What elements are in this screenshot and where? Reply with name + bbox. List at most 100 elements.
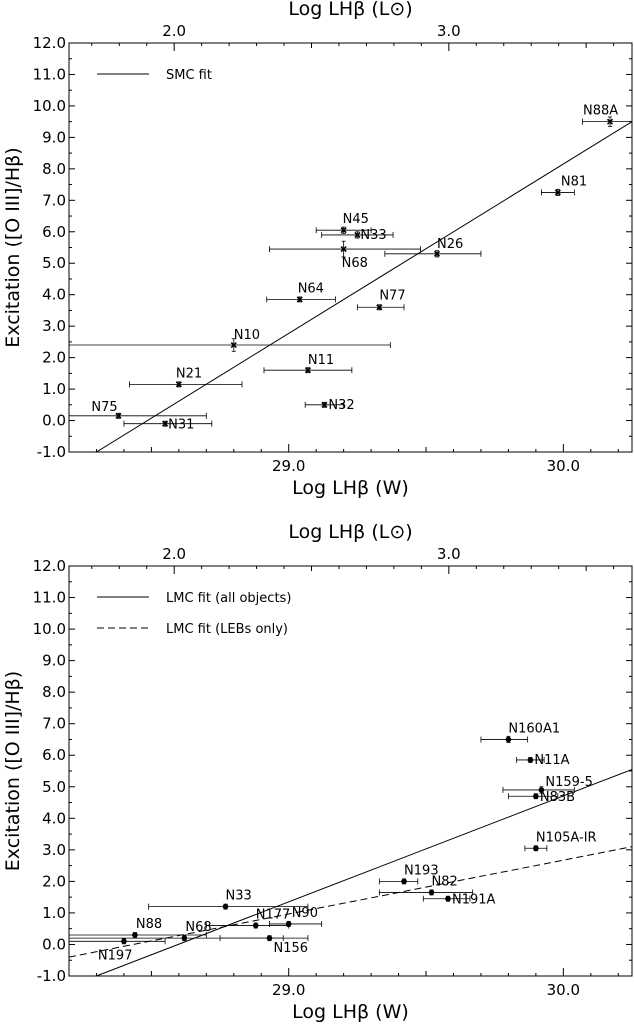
data-label: N32 bbox=[328, 398, 354, 413]
y-tick-label: 10.0 bbox=[33, 97, 66, 115]
data-point bbox=[304, 367, 311, 374]
data-point bbox=[321, 401, 328, 408]
y-tick-label: 8.0 bbox=[42, 683, 66, 701]
data-point-group bbox=[205, 922, 290, 929]
data-point bbox=[606, 118, 614, 125]
data-point-group bbox=[315, 226, 372, 234]
data-point-group bbox=[524, 845, 548, 852]
y-tick-label: 12.0 bbox=[33, 34, 66, 52]
data-label: N81 bbox=[561, 174, 587, 189]
y-tick-label: 9.0 bbox=[42, 652, 66, 670]
data-point bbox=[433, 250, 441, 257]
data-point-group bbox=[129, 381, 243, 388]
data-label: N68 bbox=[342, 256, 368, 271]
plot-frame bbox=[68, 565, 633, 977]
y-tick-label: 4.0 bbox=[42, 286, 66, 304]
data-label: N160A1 bbox=[508, 721, 560, 736]
x2-axis-title: Log LHβ (L⊙) bbox=[288, 0, 412, 20]
x-tick-label: 29.0 bbox=[272, 981, 305, 999]
data-label: N90 bbox=[292, 906, 318, 921]
data-label: N177 bbox=[256, 908, 291, 923]
y-tick-label: -1.0 bbox=[37, 967, 66, 985]
data-point-group bbox=[516, 756, 545, 763]
data-point bbox=[296, 296, 303, 303]
legend-label: LMC fit (all objects) bbox=[166, 591, 291, 606]
data-point-group bbox=[378, 889, 474, 896]
chart-panel-2: -1.0 0.0 1.0 2.0 3.0 4.0 5.0 6.0 7.0 8.0 9.0 10.0 11… bbox=[2, 521, 633, 1023]
y-tick-label: 4.0 bbox=[42, 809, 66, 827]
y-tick-label: 5.0 bbox=[42, 778, 66, 796]
data-label: N77 bbox=[379, 288, 405, 303]
data-point-group bbox=[69, 338, 391, 352]
data-point-group bbox=[321, 231, 394, 239]
data-label: N83B bbox=[540, 790, 575, 805]
data-label: N26 bbox=[437, 237, 463, 252]
data-point bbox=[222, 903, 229, 910]
data-label: N191A bbox=[452, 893, 496, 908]
x2-tick-label: 3.0 bbox=[437, 22, 461, 40]
data-label: N193 bbox=[404, 863, 439, 878]
data-label: N64 bbox=[298, 281, 324, 296]
y-tick-label: 7.0 bbox=[42, 191, 66, 209]
data-point-group bbox=[269, 920, 323, 927]
y-tick-label: 7.0 bbox=[42, 715, 66, 733]
x-tick-label: 29.0 bbox=[272, 457, 305, 475]
data-point bbox=[505, 736, 512, 743]
data-label: N75 bbox=[91, 400, 117, 415]
chart-panel-1: -1.0 0.0 1.0 2.0 3.0 4.0 5.0 6.0 7.0 8.0 9.0 10.0 11… bbox=[2, 0, 633, 499]
data-point-group bbox=[422, 895, 471, 902]
y-axis-title: Excitation ([O III]/Hβ) bbox=[2, 147, 24, 347]
data-point-group bbox=[266, 296, 336, 303]
data-point-group bbox=[582, 116, 632, 127]
fit-line-2 bbox=[69, 846, 632, 958]
x-axis-title: Log LHβ (W) bbox=[292, 1001, 409, 1023]
data-point-group bbox=[378, 878, 419, 885]
data-point bbox=[132, 932, 138, 938]
x-tick-label: 30.0 bbox=[547, 457, 580, 475]
y-tick-label: -1.0 bbox=[37, 443, 66, 461]
data-point-group bbox=[540, 188, 575, 196]
data-point-group bbox=[263, 367, 353, 374]
data-point bbox=[376, 304, 383, 311]
fit-line-1 bbox=[96, 121, 632, 452]
data-point bbox=[115, 412, 122, 419]
y-tick-label: 11.0 bbox=[33, 589, 66, 607]
y-tick-label: 12.0 bbox=[33, 557, 66, 575]
data-label: N45 bbox=[343, 212, 369, 227]
data-label: N11 bbox=[308, 353, 334, 368]
data-point-group bbox=[384, 250, 482, 258]
y-tick-label: 10.0 bbox=[33, 620, 66, 638]
plot-frame bbox=[68, 42, 633, 453]
legend-label: LMC fit (LEBs only) bbox=[166, 622, 288, 637]
data-label: N10 bbox=[234, 328, 260, 343]
data-point bbox=[538, 787, 545, 793]
y-tick-label: 2.0 bbox=[42, 349, 66, 367]
y-tick-label: 2.0 bbox=[42, 872, 66, 890]
data-point bbox=[252, 922, 259, 929]
data-label: N21 bbox=[176, 366, 202, 381]
y-tick-label: 0.0 bbox=[42, 935, 66, 953]
data-point bbox=[354, 231, 361, 238]
data-point bbox=[533, 793, 539, 800]
data-point bbox=[533, 845, 539, 852]
y-tick-label: 9.0 bbox=[42, 128, 66, 146]
data-label: N159-5 bbox=[545, 775, 593, 790]
y-tick-label: 3.0 bbox=[42, 317, 66, 335]
data-point-group bbox=[69, 938, 166, 945]
data-point bbox=[527, 757, 534, 763]
x-axis-title: Log LHβ (W) bbox=[292, 477, 409, 499]
y-axis-title: Excitation ([O III]/Hβ) bbox=[2, 671, 24, 871]
data-label: N33 bbox=[360, 228, 386, 243]
y-tick-label: 5.0 bbox=[42, 254, 66, 272]
data-point-group bbox=[356, 304, 405, 311]
y-tick-label: 1.0 bbox=[42, 904, 66, 922]
y-tick-label: 0.0 bbox=[42, 412, 66, 430]
x2-tick-label: 2.0 bbox=[162, 545, 186, 563]
x2-tick-label: 3.0 bbox=[437, 545, 461, 563]
y-tick-label: 6.0 bbox=[42, 223, 66, 241]
data-point-group bbox=[502, 786, 575, 794]
fit-line-1 bbox=[96, 768, 632, 976]
x-tick-label: 30.0 bbox=[547, 981, 580, 999]
data-label: N33 bbox=[226, 889, 252, 904]
